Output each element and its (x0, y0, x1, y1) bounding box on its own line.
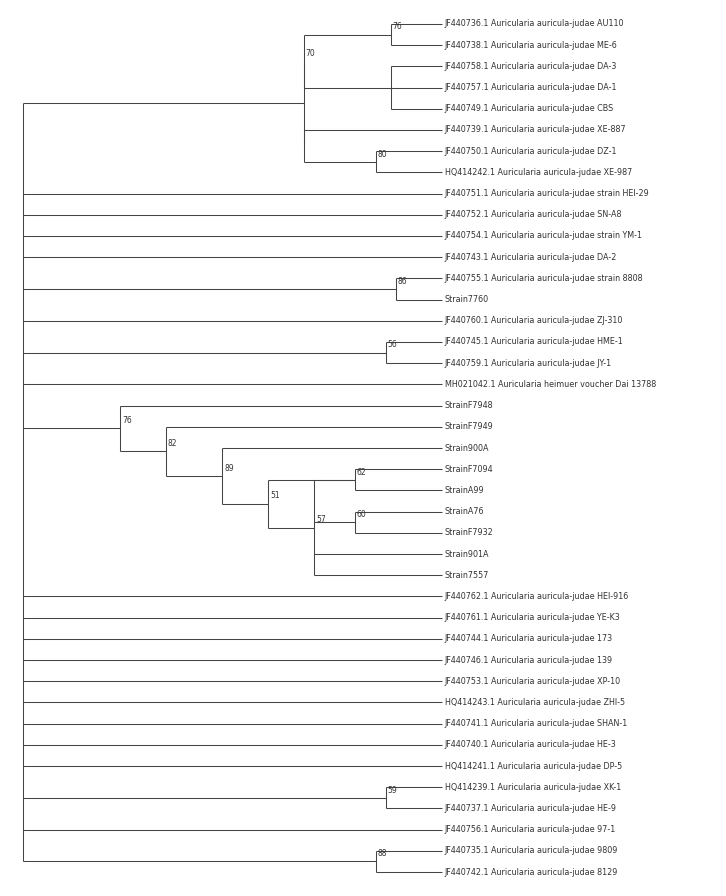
Text: 70: 70 (306, 49, 316, 58)
Text: StrainA99: StrainA99 (445, 486, 484, 495)
Text: JF440750.1 Auricularia auricula-judae DZ-1: JF440750.1 Auricularia auricula-judae DZ… (445, 147, 617, 156)
Text: JF440751.1 Auricularia auricula-judae strain HEI-29: JF440751.1 Auricularia auricula-judae st… (445, 189, 650, 198)
Text: JF440735.1 Auricularia auricula-judae 9809: JF440735.1 Auricularia auricula-judae 98… (445, 847, 618, 856)
Text: JF440756.1 Auricularia auricula-judae 97-1: JF440756.1 Auricularia auricula-judae 97… (445, 825, 616, 834)
Text: 59: 59 (388, 786, 397, 795)
Text: JF440760.1 Auricularia auricula-judae ZJ-310: JF440760.1 Auricularia auricula-judae ZJ… (445, 316, 623, 325)
Text: Strain7760: Strain7760 (445, 295, 489, 304)
Text: 60: 60 (357, 510, 367, 519)
Text: StrainF7932: StrainF7932 (445, 529, 494, 538)
Text: Strain7557: Strain7557 (445, 571, 489, 580)
Text: JF440740.1 Auricularia auricula-judae HE-3: JF440740.1 Auricularia auricula-judae HE… (445, 740, 616, 749)
Text: 88: 88 (378, 849, 387, 858)
Text: JF440743.1 Auricularia auricula-judae DA-2: JF440743.1 Auricularia auricula-judae DA… (445, 253, 617, 262)
Text: 56: 56 (388, 340, 397, 349)
Text: JF440737.1 Auricularia auricula-judae HE-9: JF440737.1 Auricularia auricula-judae HE… (445, 804, 617, 813)
Text: JF440757.1 Auricularia auricula-judae DA-1: JF440757.1 Auricularia auricula-judae DA… (445, 83, 617, 92)
Text: 80: 80 (378, 150, 387, 159)
Text: HQ414241.1 Auricularia auricula-judae DP-5: HQ414241.1 Auricularia auricula-judae DP… (445, 762, 622, 771)
Text: 76: 76 (393, 22, 402, 31)
Text: HQ414243.1 Auricularia auricula-judae ZHI-5: HQ414243.1 Auricularia auricula-judae ZH… (445, 698, 625, 707)
Text: JF440758.1 Auricularia auricula-judae DA-3: JF440758.1 Auricularia auricula-judae DA… (445, 62, 617, 71)
Text: 51: 51 (270, 492, 280, 501)
Text: StrainF7094: StrainF7094 (445, 465, 494, 474)
Text: JF440739.1 Auricularia auricula-judae XE-887: JF440739.1 Auricularia auricula-judae XE… (445, 125, 627, 134)
Text: JF440736.1 Auricularia auricula-judae AU110: JF440736.1 Auricularia auricula-judae AU… (445, 20, 624, 29)
Text: HQ414239.1 Auricularia auricula-judae XK-1: HQ414239.1 Auricularia auricula-judae XK… (445, 783, 621, 792)
Text: JF440759.1 Auricularia auricula-judae JY-1: JF440759.1 Auricularia auricula-judae JY… (445, 358, 612, 367)
Text: JF440742.1 Auricularia auricula-judae 8129: JF440742.1 Auricularia auricula-judae 81… (445, 867, 618, 876)
Text: JF440741.1 Auricularia auricula-judae SHAN-1: JF440741.1 Auricularia auricula-judae SH… (445, 719, 628, 728)
Text: 82: 82 (168, 439, 177, 448)
Text: StrainA76: StrainA76 (445, 507, 484, 516)
Text: JF440738.1 Auricularia auricula-judae ME-6: JF440738.1 Auricularia auricula-judae ME… (445, 40, 618, 49)
Text: JF440752.1 Auricularia auricula-judae SN-A8: JF440752.1 Auricularia auricula-judae SN… (445, 211, 622, 220)
Text: 76: 76 (122, 417, 131, 426)
Text: Strain900A: Strain900A (445, 444, 489, 452)
Text: 89: 89 (224, 463, 234, 473)
Text: StrainF7948: StrainF7948 (445, 401, 494, 410)
Text: 86: 86 (398, 277, 407, 286)
Text: JF440745.1 Auricularia auricula-judae HME-1: JF440745.1 Auricularia auricula-judae HM… (445, 338, 624, 347)
Text: JF440762.1 Auricularia auricula-judae HEI-916: JF440762.1 Auricularia auricula-judae HE… (445, 592, 629, 601)
Text: JF440744.1 Auricularia auricula-judae 173: JF440744.1 Auricularia auricula-judae 17… (445, 634, 613, 643)
Text: HQ414242.1 Auricularia auricula-judae XE-987: HQ414242.1 Auricularia auricula-judae XE… (445, 168, 632, 177)
Text: 57: 57 (316, 515, 326, 524)
Text: JF440746.1 Auricularia auricula-judae 139: JF440746.1 Auricularia auricula-judae 13… (445, 656, 613, 665)
Text: JF440755.1 Auricularia auricula-judae strain 8808: JF440755.1 Auricularia auricula-judae st… (445, 274, 643, 283)
Text: Strain901A: Strain901A (445, 549, 489, 558)
Text: 62: 62 (357, 468, 367, 477)
Text: MH021042.1 Auricularia heimuer voucher Dai 13788: MH021042.1 Auricularia heimuer voucher D… (445, 380, 656, 389)
Text: JF440761.1 Auricularia auricula-judae YE-K3: JF440761.1 Auricularia auricula-judae YE… (445, 613, 621, 622)
Text: JF440749.1 Auricularia auricula-judae CBS: JF440749.1 Auricularia auricula-judae CB… (445, 104, 614, 113)
Text: JF440754.1 Auricularia auricula-judae strain YM-1: JF440754.1 Auricularia auricula-judae st… (445, 231, 643, 240)
Text: JF440753.1 Auricularia auricula-judae XP-10: JF440753.1 Auricularia auricula-judae XP… (445, 676, 621, 685)
Text: StrainF7949: StrainF7949 (445, 422, 494, 431)
